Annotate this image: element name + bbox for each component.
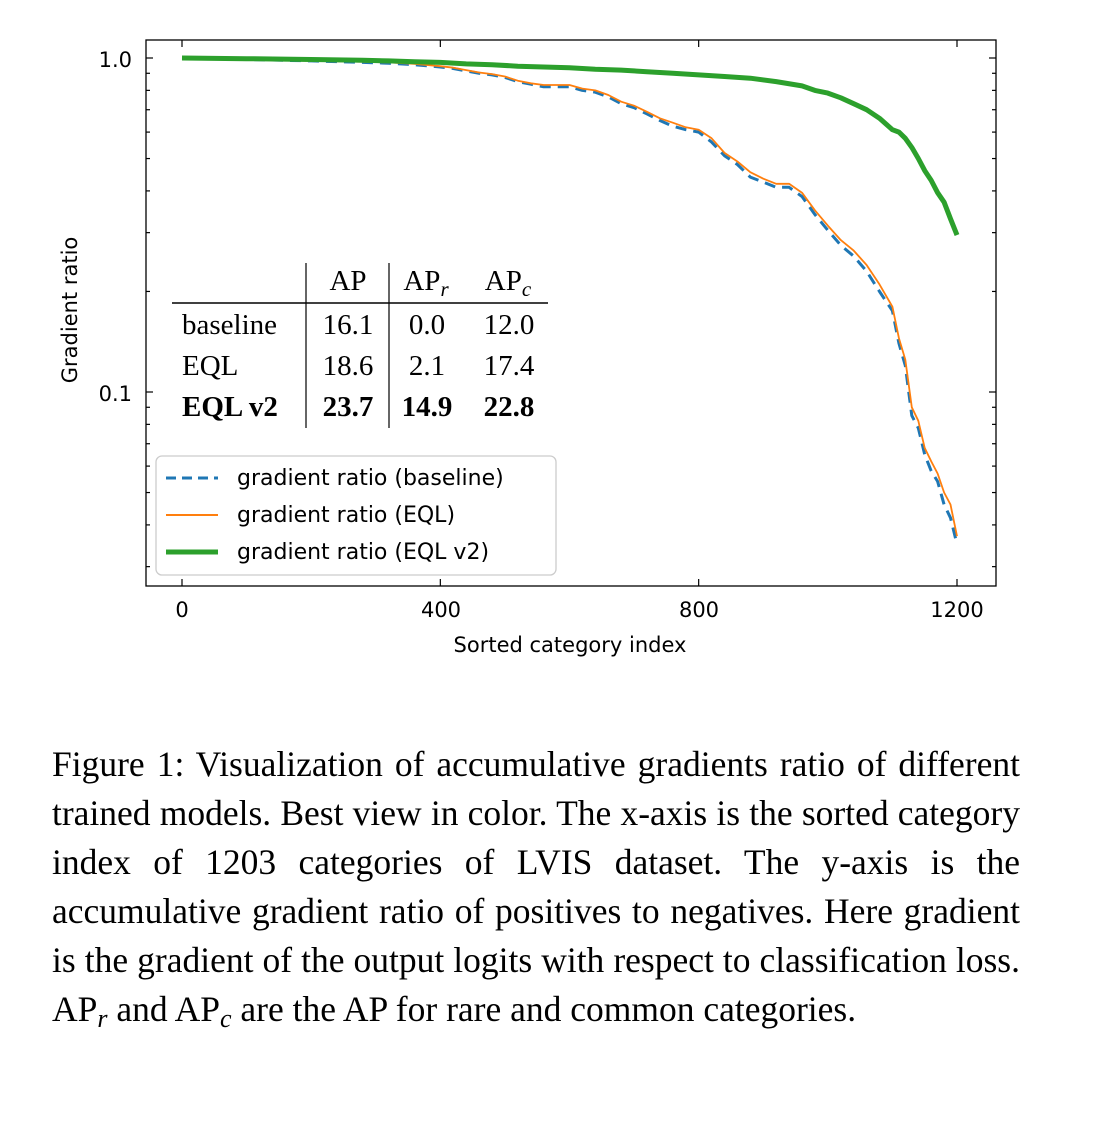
- table-header-apr: APr: [403, 265, 449, 301]
- table-cell: 18.6: [323, 350, 374, 382]
- figure-caption: Figure 1: Visualization of accumulative …: [52, 740, 1020, 1043]
- caption-text: are the AP for rare and common categorie…: [231, 989, 857, 1029]
- series-line-2: [181, 55, 960, 237]
- table-cell: 17.4: [484, 350, 535, 382]
- caption-subscript-r: r: [97, 1004, 108, 1033]
- table-cell: 14.9: [402, 391, 453, 423]
- legend: gradient ratio (baseline) gradient ratio…: [155, 455, 557, 576]
- table-cell: 16.1: [323, 309, 374, 341]
- y-tick-label-0: 0.1: [99, 382, 132, 406]
- table-row-label: EQL v2: [182, 391, 278, 423]
- x-tick-label-1: 400: [421, 598, 461, 622]
- table-cell: 2.1: [409, 350, 445, 382]
- table-row-label: EQL: [182, 350, 238, 382]
- table-cell: 23.7: [323, 391, 374, 423]
- x-tick-label-2: 800: [679, 598, 719, 622]
- x-tick-label-3: 1200: [930, 598, 983, 622]
- x-axis-label: Sorted category index: [454, 633, 687, 657]
- chart: 1.0 0.1 0 400 800 1200 Sorted category i…: [58, 39, 997, 657]
- axis-ticks: [146, 40, 996, 586]
- legend-label-eqlv2: gradient ratio (EQL v2): [237, 540, 489, 565]
- results-table: AP APr APc baseline 16.1 0.0 12.0 EQL 18…: [172, 263, 548, 428]
- y-tick-label-1: 1.0: [99, 48, 132, 72]
- caption-text: Figure 1: Visualization of accumulative …: [52, 744, 1020, 1029]
- y-axis-label: Gradient ratio: [58, 237, 82, 384]
- plot-frame: [145, 39, 997, 587]
- table-header-apc: APc: [485, 265, 532, 301]
- legend-label-eql: gradient ratio (EQL): [237, 503, 455, 528]
- legend-box: [155, 455, 557, 576]
- table-cell: 22.8: [484, 391, 535, 423]
- series-line-1: [181, 57, 958, 537]
- legend-label-baseline: gradient ratio (baseline): [237, 466, 504, 491]
- caption-text: and AP: [107, 989, 220, 1029]
- table-row-label: baseline: [182, 309, 277, 341]
- caption-subscript-c: c: [219, 1004, 232, 1033]
- table-cell: 0.0: [409, 309, 445, 341]
- table-cell: 12.0: [484, 309, 535, 341]
- x-tick-label-0: 0: [175, 598, 188, 622]
- series-lines: [181, 55, 960, 545]
- table-header-ap: AP: [329, 265, 366, 297]
